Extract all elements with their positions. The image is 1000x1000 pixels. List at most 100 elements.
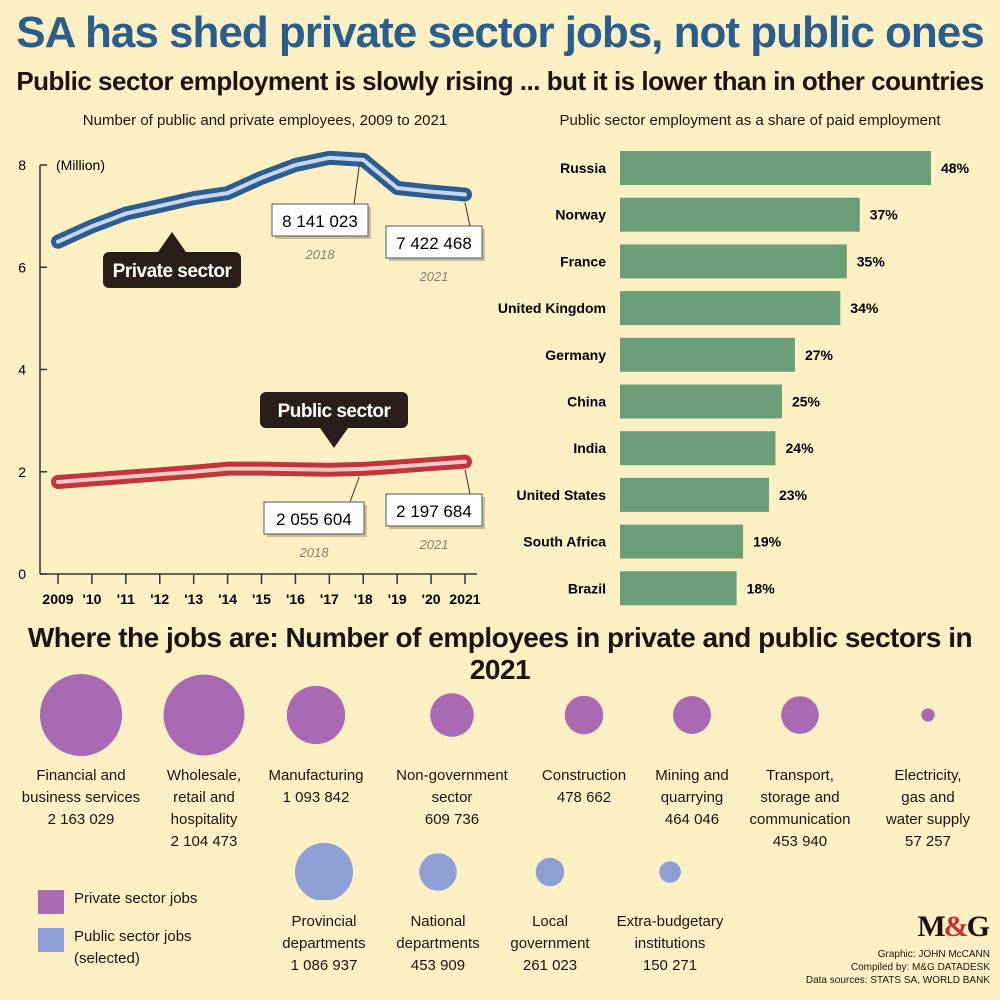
private-bubble-value: 1 093 842: [282, 789, 350, 806]
mg-logo: M&G: [917, 910, 990, 944]
private-sector-line-point: [463, 193, 467, 196]
private-sector-tag-text: Private sector: [113, 261, 233, 282]
private-sector-line-point: [429, 190, 433, 193]
public-bubble: [535, 857, 565, 887]
private-bubble: [286, 685, 346, 745]
private-bubble-name: Wholesale, retail and hospitality: [166, 767, 242, 828]
public-bubble-value: 1 086 937: [290, 957, 358, 974]
y-tick-label: 8: [18, 157, 26, 173]
bar: [620, 197, 860, 232]
annotation-public-2021: 2 197 684 2021: [385, 469, 485, 552]
bar-chart-title: Public sector employment as a share of p…: [559, 112, 941, 129]
public-bubble-label: National departments 453 909: [368, 911, 508, 977]
y-tick-label: 4: [18, 362, 26, 378]
public-bubble-value: 150 271: [642, 957, 698, 974]
bar-category-label: Brazil: [568, 580, 606, 596]
public-sector-line-point: [463, 460, 467, 463]
legend-public-label: Public sector jobs (selected): [74, 928, 192, 967]
public-sector-line-point: [124, 475, 128, 479]
credit-graphic: Graphic: JOHN McCANN: [877, 949, 990, 960]
y-axis-unit-label: (Million): [56, 157, 105, 173]
bar: [620, 571, 737, 606]
bar-value-label: 34%: [850, 300, 879, 316]
private-bubble-label: Mining and quarrying 464 046: [622, 765, 762, 831]
bar-category-label: United States: [517, 487, 607, 503]
bar-value-label: 23%: [779, 487, 808, 503]
bar: [620, 431, 776, 466]
line-chart-title: Number of public and private employees, …: [82, 112, 448, 129]
annotation-public-2021-value: 2 197 684: [396, 502, 472, 521]
bubble-chart: [40, 674, 935, 900]
annotation-private-2021-box: [385, 225, 483, 259]
public-sector-tag-box: [260, 392, 408, 428]
bar-category-label: South Africa: [523, 534, 606, 550]
public-bubble: [294, 842, 354, 900]
public-sector-line-point: [294, 467, 297, 471]
page-subtitle: Public sector employment is slowly risin…: [16, 66, 984, 96]
annotation-public-2021-box: [385, 493, 483, 527]
credits: Graphic: JOHN McCANN Compiled by: M&G DA…: [806, 948, 990, 987]
bar-category-label: China: [567, 394, 606, 410]
bar-category-label: United Kingdom: [498, 300, 606, 316]
y-tick-label: 0: [18, 566, 26, 582]
bar-value-label: 48%: [941, 160, 970, 176]
private-sector-tag-pointer: [158, 232, 186, 252]
public-bubble-label: Provincial departments 1 086 937: [254, 911, 394, 977]
private-sector-line-point: [124, 212, 128, 215]
private-bubble-name: Mining and quarrying: [655, 767, 729, 806]
private-bubble: [781, 696, 819, 734]
private-bubble-value: 609 736: [424, 811, 480, 828]
bar-value-label: 25%: [792, 394, 821, 410]
private-bubble-label: Manufacturing 1 093 842: [246, 765, 386, 809]
private-sector-tag: Private sector: [103, 232, 241, 288]
public-sector-line-point: [362, 467, 365, 471]
bar-category-label: India: [573, 440, 606, 456]
private-bubble-label: Construction 478 662: [514, 765, 654, 809]
private-sector-line-point: [56, 240, 60, 243]
public-bubble-name: National departments: [396, 913, 480, 952]
private-bubble-name: Non-government sector: [396, 767, 508, 806]
private-bubble-value: 453 940: [772, 833, 828, 850]
annotation-public-2018: 2 055 604 2018: [263, 476, 367, 560]
private-bubble-name: Manufacturing: [268, 767, 364, 784]
bar: [620, 291, 841, 326]
x-tick-label: '15: [252, 591, 271, 607]
private-bubble: [163, 674, 245, 756]
bar: [620, 477, 770, 512]
credit-sources: Data sources: STATS SA, WORLD BANK: [805, 975, 990, 986]
annotation-private-2021: 7 422 468 2021: [385, 202, 485, 284]
y-tick-label: 2: [18, 464, 26, 480]
public-bubble-name: Extra-budgetary institutions: [616, 913, 724, 952]
bar: [620, 524, 744, 559]
private-bubble-value: 57 257: [905, 833, 951, 850]
public-bubble: [419, 853, 457, 891]
line-chart: 0 2 4 6 8 (Million) 2009 '10 '11 '12 '13 '14 '15 '16 '…: [18, 150, 485, 607]
private-sector-line-point: [395, 186, 399, 190]
legend-private-swatch: [38, 890, 64, 914]
bar: [620, 337, 795, 372]
public-sector-line-point: [90, 478, 94, 481]
private-sector-line-point: [90, 225, 94, 228]
legend-private: Private sector jobs: [38, 888, 238, 914]
legend-public-swatch: [38, 928, 64, 952]
private-bubble-label: Financial and business services 2 163 029: [11, 765, 151, 831]
annotation-private-2021-value: 7 422 468: [396, 234, 472, 253]
public-sector-line-point: [328, 468, 331, 471]
annotation-private-2021-leader: [464, 202, 471, 227]
private-bubble: [430, 693, 474, 737]
public-sector-line-point: [395, 465, 399, 468]
credit-compiled: Compiled by: M&G DATADESK: [850, 962, 990, 973]
x-tick-label: '19: [388, 591, 407, 607]
x-tick-label: '13: [184, 591, 203, 607]
public-bubble: [659, 861, 681, 883]
public-bubble-label: Local government 261 023: [480, 911, 620, 977]
public-bubble-value: 261 023: [522, 957, 578, 974]
x-tick-label: '14: [218, 591, 237, 607]
x-tick-label: '12: [150, 591, 169, 607]
public-sector-tag-pointer: [320, 428, 348, 448]
private-bubble: [673, 696, 711, 734]
private-sector-line-point: [328, 156, 331, 159]
annotation-private-2018-leader: [353, 165, 360, 205]
annotation-private-2018: 8 141 023 2018: [271, 165, 371, 262]
x-tick-label: '11: [117, 591, 135, 607]
